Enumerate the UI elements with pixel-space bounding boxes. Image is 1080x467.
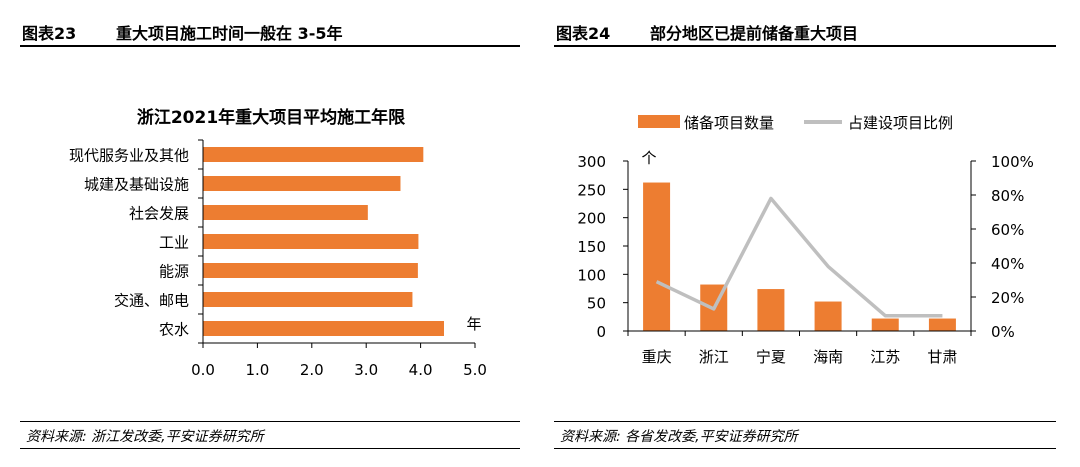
legend-swatch-bar [638, 115, 680, 128]
y-left-tick-label: 100 [577, 266, 606, 284]
bar [203, 234, 419, 249]
figure-23-panel: 图表23 重大项目施工时间一般在 3-5年 浙江2021年重大项目平均施工年限 … [20, 17, 520, 449]
x-tick-label: 5.0 [463, 361, 487, 379]
figure-footer: 资料来源: 各省发改委,平安证券研究所 [554, 421, 1056, 449]
bar [203, 176, 401, 191]
y-right-tick-label: 60% [991, 221, 1024, 239]
bar [203, 147, 424, 162]
figure-header: 图表24 部分地区已提前储备重大项目 [554, 17, 1056, 47]
y-right-tick-label: 80% [991, 187, 1024, 205]
category-label: 江苏 [870, 348, 900, 366]
bar [203, 292, 413, 307]
legend-label: 储备项目数量 [684, 114, 774, 132]
x-tick-label: 1.0 [245, 361, 269, 379]
category-label: 海南 [813, 348, 843, 366]
x-tick-label: 3.0 [354, 361, 378, 379]
chart-title: 浙江2021年重大项目平均施工年限 [137, 107, 405, 128]
source-note: 资料来源: 浙江发改委,平安证券研究所 [26, 429, 264, 445]
bar [203, 321, 444, 336]
category-label: 甘肃 [927, 348, 957, 366]
y-left-unit-label: 个 [641, 149, 656, 167]
category-label: 重庆 [642, 348, 672, 366]
figure-24-panel: 图表24 部分地区已提前储备重大项目 储备项目数量 占建设项目比例 0 50 100 1… [540, 0, 1080, 467]
y-left-tick-label: 200 [577, 210, 606, 228]
source-note: 资料来源: 各省发改委,平安证券研究所 [560, 429, 798, 445]
category-label: 交通、邮电 [114, 292, 189, 310]
figure-footer: 资料来源: 浙江发改委,平安证券研究所 [20, 421, 520, 449]
y-right-tick-label: 0% [991, 323, 1015, 341]
bar [643, 182, 671, 331]
category-label: 工业 [159, 234, 189, 252]
bar [757, 289, 785, 331]
y-right-tick-label: 20% [991, 289, 1024, 307]
y-left-tick-label: 50 [587, 295, 606, 313]
category-label: 浙江 [699, 348, 729, 366]
x-tick-label: 2.0 [300, 361, 324, 379]
series-line [655, 196, 943, 318]
y-right-tick-label: 40% [991, 255, 1024, 273]
y-left-tick-label: 300 [577, 153, 606, 171]
category-label: 宁夏 [756, 348, 786, 366]
figure-label: 图表23 [22, 24, 77, 43]
figure-title: 部分地区已提前储备重大项目 [650, 24, 859, 43]
legend-label: 占建设项目比例 [848, 114, 953, 132]
bar [928, 318, 956, 331]
y-left-tick-label: 150 [577, 238, 606, 256]
category-label: 社会发展 [129, 205, 189, 223]
figure-title: 重大项目施工时间一般在 3-5年 [116, 24, 343, 43]
category-label: 现代服务业及其他 [69, 147, 189, 165]
y-left-tick-label: 250 [577, 181, 606, 199]
y-right-tick-label: 100% [991, 153, 1034, 171]
x-unit-label: 年 [466, 315, 481, 333]
category-label: 农水 [159, 321, 189, 339]
figure-header: 图表23 重大项目施工时间一般在 3-5年 [20, 17, 520, 47]
category-label: 能源 [159, 263, 189, 281]
bar [203, 263, 418, 278]
x-tick-label: 0.0 [191, 361, 215, 379]
bar [871, 318, 899, 331]
x-tick-label: 4.0 [409, 361, 433, 379]
bar [814, 301, 842, 331]
bar [203, 205, 368, 220]
category-label: 城建及基础设施 [84, 176, 189, 194]
y-left-tick-label: 0 [596, 323, 606, 341]
figure-label: 图表24 [556, 24, 611, 43]
combo-bar-line-chart: 储备项目数量 占建设项目比例 0 50 100 150 200 250 300 0% 20% 40%… [577, 114, 1034, 366]
horizontal-bar-chart: 浙江2021年重大项目平均施工年限 现代服务业及其他城建及基础设施社会发展工业能… [69, 107, 487, 379]
